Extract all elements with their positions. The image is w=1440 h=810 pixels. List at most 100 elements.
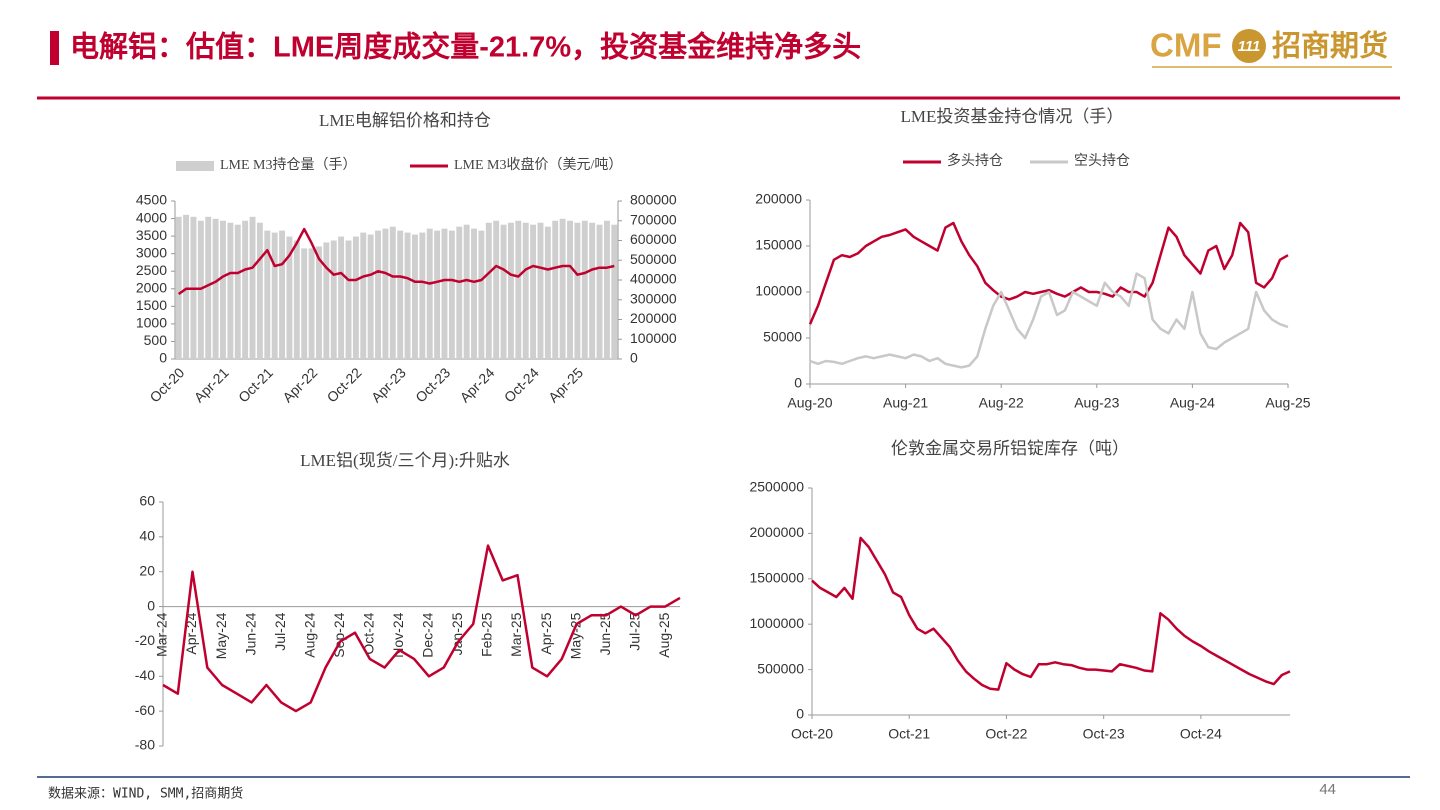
y-tick-label: 500 [144,332,168,348]
x-tick-label: Aug-20 [787,395,832,411]
x-tick-label: Aug-23 [1074,395,1119,411]
y-tick-label: 3000 [136,244,167,260]
bar [205,216,212,359]
x-tick-label: Apr-25 [545,364,586,405]
bar [338,236,345,359]
chart-title: LME投资基金持仓情况（手） [901,107,1124,126]
y-tick-label: 1500 [136,297,167,313]
y-tick-label: 2500 [136,262,167,278]
series-line [809,272,1289,369]
y2-tick-label: 800000 [630,192,677,208]
legend-label: 多头持仓 [947,152,1003,169]
y-tick-label: 1000000 [749,615,804,631]
legend-label: 空头持仓 [1074,153,1130,169]
chart-title: 伦敦金属交易所铝锭库存（吨） [891,439,1129,458]
x-tick-label: Apr-22 [279,364,320,405]
y2-tick-label: 300000 [630,290,677,306]
x-tick-label: Oct-23 [1083,726,1125,742]
x-tick-label: Aug-21 [883,395,928,411]
bar [603,220,610,359]
y-tick-label: 0 [147,597,155,613]
x-tick-label: Oct-20 [146,364,187,405]
bar [227,222,234,359]
x-tick-label: Apr-23 [368,364,409,405]
y-tick-label: 100000 [755,283,802,299]
bar [382,228,389,359]
bar [330,240,337,359]
x-tick-label: Apr-24 [456,364,497,405]
bar [286,236,293,359]
bar [544,226,551,359]
x-tick-label: Oct-20 [791,726,833,742]
bar [537,222,544,359]
x-tick-label: Jul-24 [272,612,288,650]
bar [485,222,492,359]
series-line [162,544,681,713]
bar [256,222,263,359]
bar [441,228,448,359]
x-tick-label: Jun-24 [242,612,258,655]
bar [404,232,411,359]
bar [345,240,352,359]
bar [279,230,286,359]
bar [552,220,559,359]
y-tick-label: 40 [139,528,155,544]
x-tick-label: Mar-25 [508,612,524,657]
x-tick-label: Aug-24 [1170,395,1215,411]
x-tick-label: Apr-21 [191,364,232,405]
bar [323,242,330,359]
y-tick-label: 500000 [757,660,804,676]
y-tick-label: -40 [135,667,155,683]
bar [493,220,500,359]
y2-tick-label: 500000 [630,251,677,267]
x-tick-label: Mar-24 [154,612,170,657]
x-tick-label: Feb-25 [479,612,495,657]
y-tick-label: 0 [794,375,802,391]
bar [596,224,603,359]
source-note: 数据来源：WIND, SMM,招商期货 [48,786,243,802]
x-tick-label: Aug-25 [656,612,672,657]
y-tick-label: 4500 [136,192,167,208]
y-tick-label: 200000 [755,191,802,207]
bar [507,222,514,359]
x-tick-label: Jan-25 [449,612,465,655]
bar [567,220,573,359]
bar [559,218,566,359]
bar [271,232,278,359]
bar [471,228,477,359]
y-tick-label: 20 [139,562,155,578]
bar [234,224,241,359]
y-tick-label: 2500000 [749,479,804,495]
bar [426,228,433,359]
bar [352,236,359,359]
y2-tick-label: 400000 [630,271,677,287]
bar [367,234,374,359]
bar [434,230,441,359]
y2-tick-label: 700000 [630,211,677,227]
y-tick-label: -60 [135,702,155,718]
bar [515,220,522,359]
x-tick-label: Oct-24 [1180,726,1222,742]
legend-swatch [176,161,214,171]
y-tick-label: 2000 [136,279,167,295]
y-tick-label: 1500000 [749,570,804,586]
x-tick-label: Aug-25 [1265,395,1310,411]
bar [389,226,396,359]
logo-mark: 111 [1238,38,1261,55]
bar [293,240,300,359]
x-tick-label: Nov-24 [390,612,406,657]
y-tick-label: -20 [135,632,155,648]
y2-tick-label: 100000 [630,330,677,346]
bar [478,230,485,359]
series-line [811,536,1291,691]
bar [419,232,426,359]
bar [611,224,618,359]
y-tick-label: 2000000 [749,524,804,540]
x-tick-label: Oct-23 [412,364,453,405]
bar [183,214,190,359]
bar [581,220,588,359]
bar [212,218,219,359]
page-number: 44 [1319,781,1336,798]
logo-text: CMF [1150,27,1221,64]
